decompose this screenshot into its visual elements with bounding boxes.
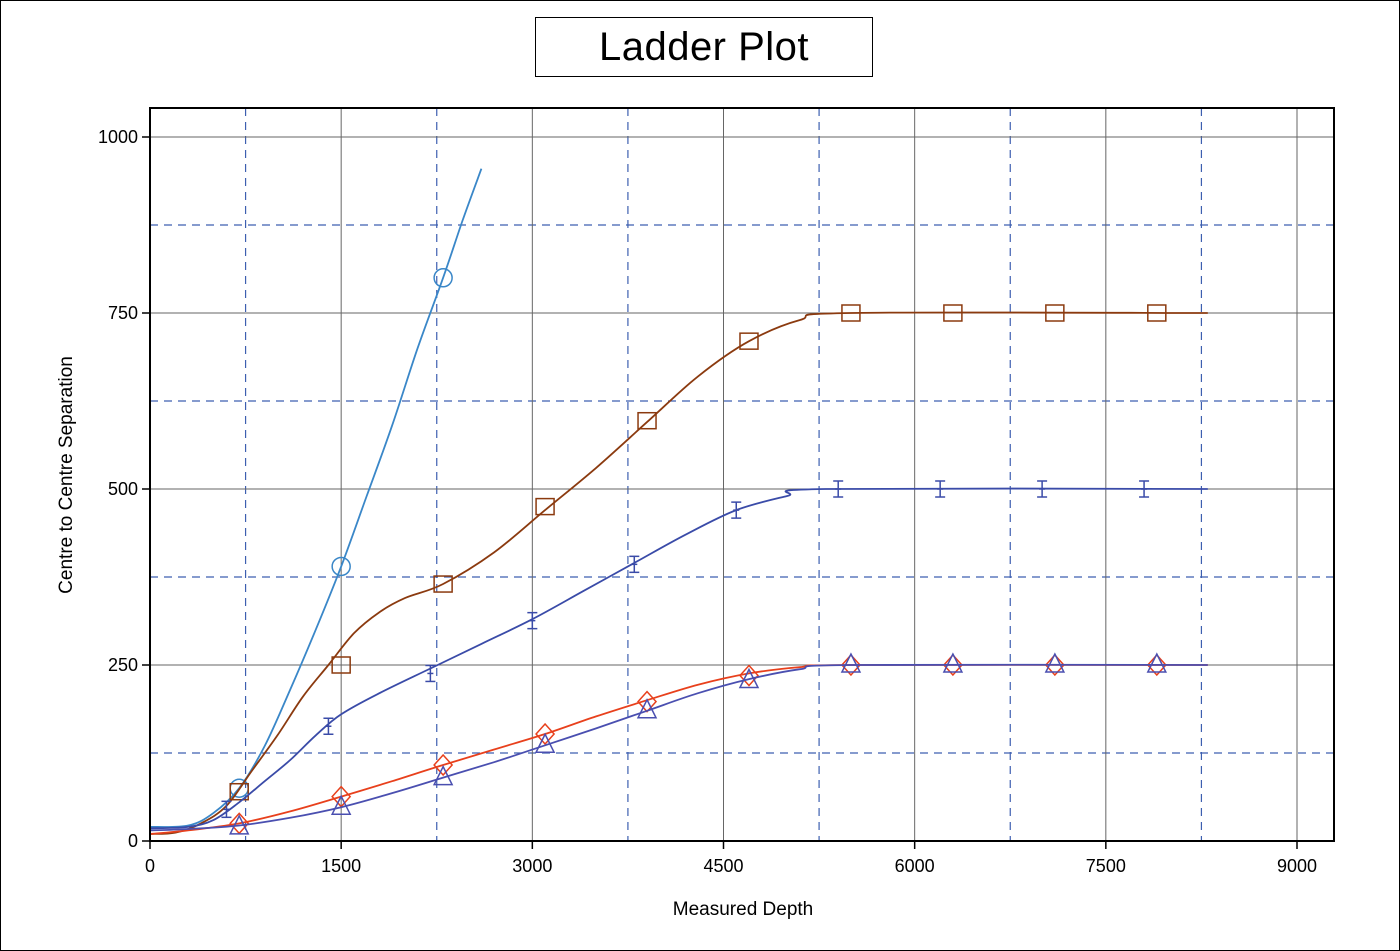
data-point-triangle	[840, 652, 862, 673]
data-point-triangle	[1044, 652, 1066, 673]
data-point-error-bar	[425, 664, 436, 683]
data-point-error-bar	[629, 555, 640, 574]
data-point-triangle	[228, 814, 250, 835]
data-point-diamond	[840, 653, 861, 677]
data-point-circle	[433, 268, 453, 288]
series-4	[149, 653, 1208, 835]
series-line	[149, 311, 1208, 835]
series-3	[149, 480, 1208, 830]
data-point-error-bar	[527, 611, 538, 630]
data-point-square	[637, 411, 657, 430]
y-tick-label: 1000	[98, 127, 138, 147]
data-point-square	[739, 332, 759, 350]
data-point-error-bar	[1139, 480, 1150, 498]
series-1	[149, 168, 483, 828]
data-point-error-bar	[1037, 480, 1048, 498]
data-point-diamond	[1044, 653, 1065, 677]
data-point-square	[535, 497, 555, 516]
data-point-triangle	[534, 732, 556, 754]
series-line	[149, 663, 1208, 832]
data-point-diamond	[738, 664, 759, 687]
data-point-triangle	[1146, 652, 1168, 673]
y-axis-label: Centre to Centre Separation	[56, 356, 77, 594]
data-point-square	[229, 782, 249, 801]
chart-title: Ladder Plot	[598, 24, 810, 69]
y-tick-label: 750	[108, 303, 138, 323]
data-point-square	[841, 304, 861, 322]
y-tick-label: 500	[108, 479, 138, 499]
series-line	[149, 487, 1208, 830]
x-tick-label: 4500	[703, 856, 743, 876]
data-point-triangle	[636, 698, 658, 719]
plot-area-border	[149, 107, 1335, 842]
data-point-circle	[331, 556, 351, 577]
x-tick-label: 3000	[512, 856, 552, 876]
chart-title-box: Ladder Plot	[535, 17, 873, 77]
data-point-square	[331, 656, 351, 674]
data-point-error-bar	[221, 800, 232, 819]
y-tick-label: 250	[108, 655, 138, 675]
x-tick-label: 9000	[1277, 856, 1317, 876]
x-tick-label: 6000	[895, 856, 935, 876]
data-point-diamond	[1146, 653, 1167, 677]
data-point-error-bar	[833, 480, 844, 498]
series-group	[149, 168, 1208, 835]
grid	[150, 108, 1334, 841]
data-point-diamond	[433, 753, 454, 777]
x-tick-label: 0	[145, 856, 155, 876]
data-point-square	[1147, 304, 1167, 322]
series-5	[149, 652, 1208, 835]
axis-ticks: 0 1500 3000 4500 6000 7500 9000 0 250 500 750 1000	[98, 127, 1317, 876]
data-point-square	[943, 304, 963, 322]
data-point-square	[1045, 304, 1065, 322]
data-point-diamond	[942, 653, 963, 677]
data-point-triangle	[942, 652, 964, 673]
x-tick-label: 1500	[321, 856, 361, 876]
series-line	[149, 168, 483, 828]
y-tick-label: 0	[128, 831, 138, 851]
data-point-error-bar	[731, 501, 742, 519]
x-axis-label: Measured Depth	[673, 899, 813, 920]
data-point-triangle	[738, 667, 760, 689]
data-point-diamond	[535, 722, 556, 746]
data-point-error-bar	[935, 480, 946, 498]
x-tick-label: 7500	[1086, 856, 1126, 876]
data-point-triangle	[432, 764, 454, 786]
data-point-triangle	[330, 794, 352, 815]
data-point-square	[433, 575, 453, 593]
series-2	[149, 304, 1208, 835]
data-point-error-bar	[323, 717, 334, 735]
